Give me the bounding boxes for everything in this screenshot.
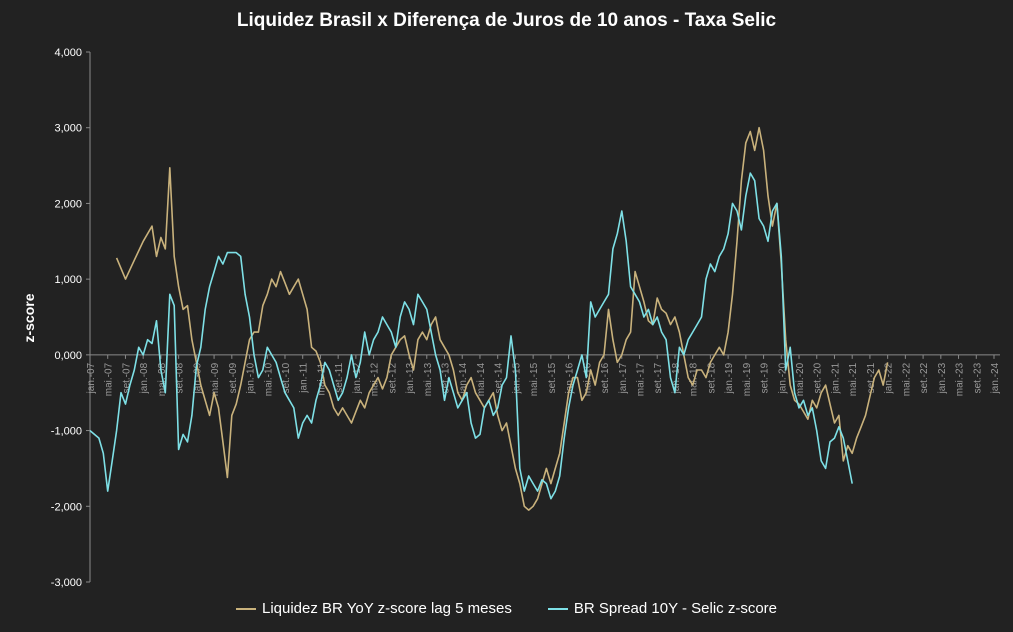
x-tick-label: mai.-17 — [635, 362, 646, 396]
x-tick-label: set.-16 — [600, 362, 611, 393]
y-tick-label: 0,000 — [54, 350, 82, 362]
y-tick-label: -2,000 — [51, 501, 82, 513]
x-tick-label: mai.-07 — [104, 362, 115, 396]
x-axis-group: jan.-07 mai.-07 set.-07 jan.-08 mai.-08 set.-… — [86, 354, 1001, 396]
x-tick-label: set.-23 — [972, 362, 983, 393]
legend: Liquidez BR YoY z-score lag 5 meses BR S… — [0, 600, 1013, 617]
y-axis-title: z-score — [21, 293, 37, 342]
x-tick-label: mai.-20 — [795, 362, 806, 396]
legend-swatch-liquidez — [235, 607, 256, 610]
y-tick-label: 3,000 — [54, 123, 82, 135]
x-tick-label: set.-14 — [494, 362, 505, 393]
x-tick-label: set.-07 — [121, 362, 132, 393]
x-tick-label: set.-17 — [653, 362, 664, 393]
x-tick-label: jan.-10 — [246, 362, 257, 394]
y-tick-label: 2,000 — [54, 198, 82, 210]
legend-label-liquidez: Liquidez BR YoY z-score lag 5 meses — [261, 600, 512, 617]
x-tick-label: jan.-08 — [139, 362, 150, 394]
x-tick-label: jan.-23 — [937, 362, 948, 394]
x-tick-label: mai.-21 — [848, 362, 859, 396]
x-tick-label: jan.-07 — [86, 362, 97, 394]
x-tick-label: set.-22 — [919, 362, 930, 393]
y-tick-group: 4,000 3,000 2,000 1,000 0,000 -1,000 -2,000 -3,… — [51, 47, 90, 589]
y-tick-label: -3,000 — [51, 577, 82, 589]
x-tick-label: mai.-15 — [529, 362, 540, 396]
x-tick-label: set.-12 — [387, 362, 398, 393]
x-tick-label: set.-13 — [441, 362, 452, 393]
x-tick-label: mai.-10 — [263, 362, 274, 396]
series-line-0 — [115, 126, 889, 511]
x-tick-label: jan.-14 — [458, 362, 469, 394]
x-tick-label: mai.-09 — [210, 362, 221, 396]
chart-title: Liquidez Brasil x Diferença de Juros de … — [236, 10, 777, 31]
x-tick-label: mai.-22 — [901, 362, 912, 396]
x-tick-label: jan.-17 — [618, 362, 629, 394]
x-tick-label: set.-15 — [547, 362, 558, 393]
x-tick-label: set.-20 — [813, 362, 824, 393]
x-tick-label: jan.-12 — [352, 362, 363, 394]
x-tick-label: set.-10 — [281, 362, 292, 393]
x-tick-label: jan.-24 — [990, 362, 1001, 394]
legend-item-spread: BR Spread 10Y - Selic z-score — [547, 600, 778, 617]
x-tick-label: set.-11 — [334, 362, 345, 392]
x-tick-label: set.-09 — [228, 362, 239, 393]
x-tick-label: set.-21 — [866, 362, 877, 393]
x-tick-label: set.-18 — [706, 362, 717, 393]
x-tick-label: jan.-15 — [511, 362, 522, 394]
series-group — [89, 126, 889, 511]
x-tick-label: set.-19 — [760, 362, 771, 393]
x-tick-label: mai.-23 — [955, 362, 966, 396]
x-tick-label: jan.-20 — [777, 362, 788, 394]
x-tick-label: mai.-14 — [476, 362, 487, 396]
x-tick-label: set.-08 — [175, 362, 186, 393]
x-tick-label: jan.-21 — [830, 362, 841, 394]
x-tick-label: jan.-13 — [405, 362, 416, 394]
x-tick-label: mai.-12 — [370, 362, 381, 396]
x-tick-label: jan.-22 — [884, 362, 895, 394]
y-tick-label: 1,000 — [54, 274, 82, 286]
x-tick-label: jan.-19 — [724, 362, 735, 394]
x-tick-label: mai.-13 — [423, 362, 434, 396]
x-tick-label: mai.-16 — [582, 362, 593, 396]
y-tick-label: -1,000 — [51, 426, 82, 438]
x-tick-label: jan.-11 — [299, 362, 310, 393]
x-tick-label: mai.-19 — [742, 362, 753, 396]
series-line-1 — [89, 172, 853, 500]
legend-label-spread: BR Spread 10Y - Selic z-score — [573, 600, 778, 617]
x-tick-label: jan.-16 — [565, 362, 576, 394]
y-tick-label: 4,000 — [54, 47, 82, 59]
legend-swatch-spread — [547, 607, 568, 610]
legend-item-liquidez: Liquidez BR YoY z-score lag 5 meses — [235, 600, 512, 617]
x-tick-label: jan.-09 — [192, 362, 203, 394]
